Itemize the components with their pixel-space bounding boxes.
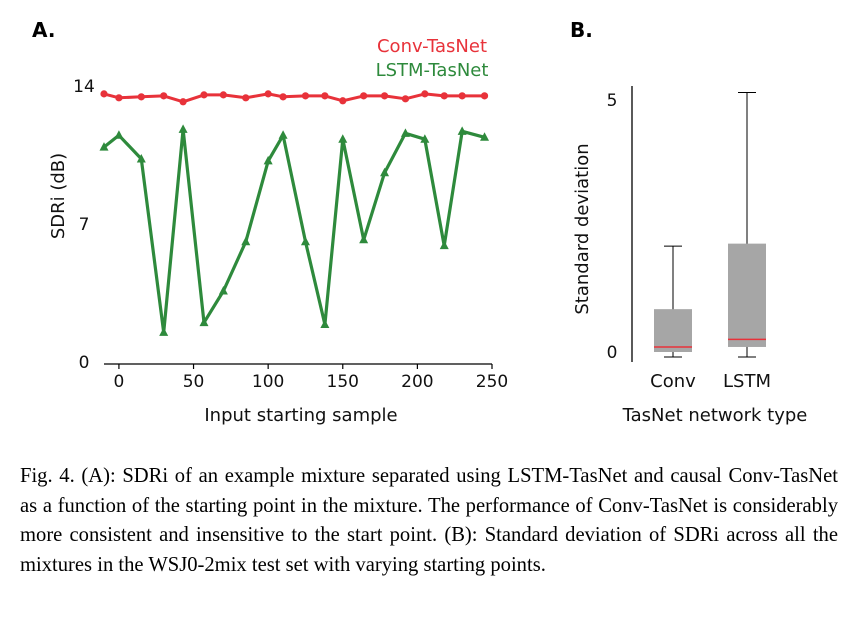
point-lstm — [178, 124, 188, 133]
point-conv — [115, 94, 123, 102]
point-lstm — [114, 130, 124, 139]
a-y-tick-label: 0 — [79, 353, 90, 373]
point-conv — [401, 95, 410, 103]
panel-a: A. 0 7 14 0 50 100 150 200 250 SDRi (dB) Input … — [32, 18, 508, 426]
point-lstm — [99, 142, 109, 151]
legend-conv-tasnet: Conv-TasNet — [377, 36, 487, 57]
point-lstm — [300, 236, 310, 246]
point-lstm — [159, 327, 169, 336]
b-y-tick-label: 0 — [607, 343, 618, 363]
b-y-axis-title: Standard deviation — [572, 143, 593, 314]
point-lstm — [199, 317, 209, 327]
point-conv — [339, 97, 347, 105]
point-lstm — [241, 236, 251, 246]
a-y-tick-label: 14 — [73, 77, 95, 97]
point-conv — [458, 92, 466, 100]
figure-caption: Fig. 4. (A): SDRi of an example mixture … — [20, 465, 838, 576]
box-conv — [654, 309, 692, 352]
point-conv — [242, 94, 250, 102]
a-x-tick-label: 50 — [183, 372, 205, 392]
a-y-axis-title: SDRi (dB) — [48, 153, 69, 239]
point-conv — [480, 92, 489, 100]
point-lstm — [320, 319, 330, 329]
point-conv — [100, 90, 108, 98]
b-category-label-lstm: LSTM — [723, 371, 771, 392]
point-conv — [380, 92, 389, 100]
a-y-tick-label: 7 — [79, 215, 90, 235]
b-category-labels: Conv LSTM — [650, 371, 771, 392]
a-y-tick-labels: 0 7 14 — [73, 77, 95, 373]
series-line-lstm — [103, 127, 485, 334]
b-boxes-group — [654, 91, 766, 358]
point-conv — [264, 90, 272, 98]
a-x-tick-label: 150 — [327, 372, 359, 392]
point-lstm — [136, 153, 146, 163]
a-x-tick-marks — [118, 364, 493, 369]
point-conv — [440, 92, 448, 100]
point-conv — [279, 93, 287, 101]
point-conv — [137, 93, 145, 101]
a-x-tick-label: 250 — [476, 372, 508, 392]
point-lstm — [380, 167, 390, 177]
b-x-axis-title: TasNet network type — [622, 405, 808, 426]
point-lstm — [480, 132, 490, 141]
point-conv — [360, 92, 368, 100]
b-y-ticks: 05 — [607, 91, 618, 363]
point-lstm — [338, 134, 348, 143]
a-x-tick-labels: 0 50 100 150 200 250 — [114, 372, 509, 392]
point-lstm — [400, 128, 410, 137]
point-lstm — [420, 134, 430, 143]
a-series-group — [99, 90, 490, 336]
panel-b: B. 05 Standard deviation Conv LSTM TasNet… — [570, 18, 807, 426]
legend-lstm-tasnet: LSTM-TasNet — [376, 60, 489, 81]
point-lstm — [263, 155, 273, 165]
point-conv — [200, 91, 208, 99]
point-conv — [160, 92, 168, 100]
point-conv — [421, 90, 429, 98]
panel-a-letter: A. — [32, 18, 55, 42]
a-x-axis-title: Input starting sample — [204, 405, 397, 426]
point-lstm — [218, 286, 228, 295]
box-lstm — [728, 243, 766, 347]
point-lstm — [278, 130, 288, 139]
point-lstm — [359, 234, 369, 244]
point-lstm — [439, 240, 449, 250]
a-x-tick-label: 100 — [252, 372, 284, 392]
a-x-tick-label: 200 — [401, 372, 433, 392]
point-lstm — [457, 126, 467, 135]
point-conv — [321, 92, 329, 100]
b-category-label-conv: Conv — [650, 371, 696, 392]
point-conv — [301, 92, 310, 100]
point-conv — [179, 98, 187, 106]
b-y-tick-label: 5 — [607, 91, 618, 111]
panel-b-letter: B. — [570, 18, 593, 42]
a-x-tick-label: 0 — [114, 372, 125, 392]
point-conv — [219, 91, 227, 99]
